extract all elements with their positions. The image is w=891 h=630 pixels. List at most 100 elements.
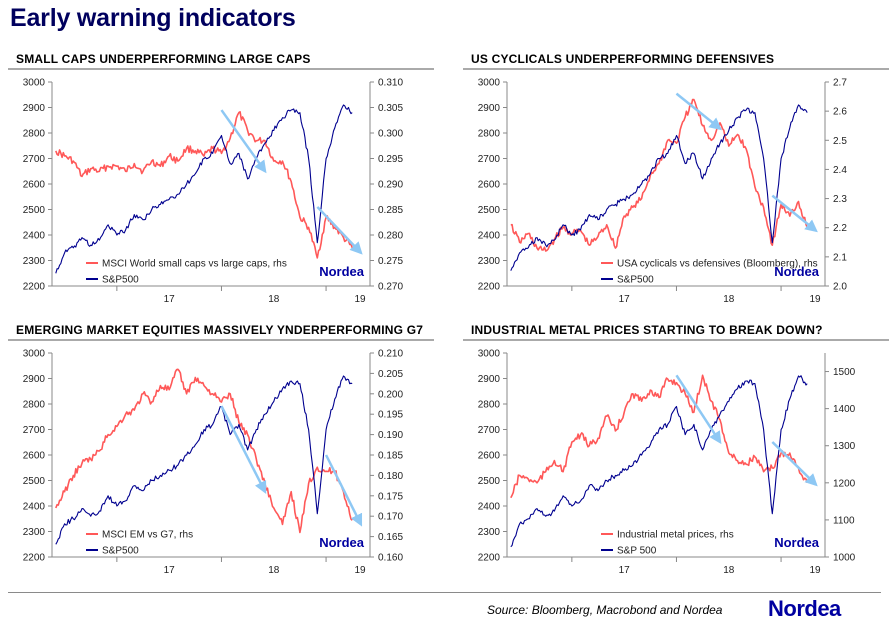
x-axis: 17 18 19	[507, 556, 825, 576]
legend: MSCI EM vs G7, rhs S&P500	[86, 530, 193, 557]
y-left-tick-label: 2900	[23, 103, 46, 114]
y-right-tick-label: 0.180	[378, 471, 403, 482]
y-left-tick-label: 2500	[478, 476, 501, 487]
legend-label: S&P 500	[617, 546, 657, 557]
y-left-tick-label: 2900	[478, 103, 501, 114]
x-tick-label: 19	[809, 565, 821, 576]
y-left-tick-label: 2800	[23, 129, 46, 140]
y-right-tick-label: 2.3	[833, 194, 847, 205]
y-left-tick-label: 2500	[23, 476, 46, 487]
legend-label: MSCI EM vs G7, rhs	[102, 530, 193, 541]
x-axis: 17 18 19	[507, 285, 825, 305]
legend: MSCI World small caps vs large caps, rhs…	[86, 259, 287, 286]
y-right-tick-label: 0.280	[378, 231, 403, 242]
trend-arrow	[316, 206, 363, 255]
chart-svg: 2200 2300 2400 2500 2600 2700 2800 2900 3000 1000…	[463, 339, 889, 576]
y-left-tick-label: 2300	[23, 527, 46, 538]
trend-arrow	[324, 454, 363, 527]
y-right-tick-label: 0.295	[378, 154, 403, 165]
y-axis-right: 0.160 0.165 0.170 0.175 0.180 0.185 0.190 0.195…	[369, 349, 403, 564]
y-left-tick-label: 2400	[478, 502, 501, 513]
y-right-tick-label: 2.2	[833, 223, 847, 234]
chart-svg: 2200230024002500260027002800290030002.02…	[463, 68, 889, 305]
x-tick-label: 17	[164, 565, 176, 576]
y-right-tick-label: 1100	[833, 515, 855, 526]
y-right-tick-label: 0.190	[378, 430, 403, 441]
y-right-tick-label: 0.160	[378, 553, 403, 564]
x-tick-label: 18	[723, 565, 735, 576]
y-left-tick-label: 3000	[23, 349, 46, 360]
y-left-tick-label: 2600	[478, 180, 501, 191]
series-line-sp500	[55, 104, 353, 274]
legend-label: USA cyclicals vs defensives (Bloomberg),…	[617, 259, 818, 270]
legend: Industrial metal prices, rhs S&P 500	[601, 530, 734, 557]
y-left-tick-label: 2800	[478, 400, 501, 411]
y-left-tick-label: 2200	[478, 553, 501, 564]
chart-title: EMERGING MARKET EQUITIES MASSIVELY YNDER…	[16, 323, 424, 337]
y-left-tick-label: 3000	[478, 349, 501, 360]
y-right-tick-label: 0.285	[378, 205, 403, 216]
y-left-tick-label: 2300	[478, 527, 501, 538]
x-tick-label: 18	[268, 565, 280, 576]
y-left-tick-label: 2700	[23, 154, 46, 165]
y-right-tick-label: 2.6	[833, 107, 847, 118]
y-left-tick-label: 2700	[478, 425, 501, 436]
x-axis: 17 18 19	[52, 556, 370, 576]
y-right-tick-label: 0.185	[378, 451, 403, 462]
y-right-tick-label: 0.275	[378, 256, 403, 267]
series-line-red	[510, 98, 808, 252]
trend-arrow	[675, 92, 722, 131]
legend-label: S&P500	[617, 275, 654, 286]
y-left-tick-label: 2900	[23, 374, 46, 385]
nordea-watermark: Nordea	[319, 264, 365, 279]
y-axis-right: 0.270 0.275 0.280 0.285 0.290 0.295 0.300 0.305…	[369, 78, 403, 293]
series-line-red	[55, 368, 353, 534]
legend: USA cyclicals vs defensives (Bloomberg),…	[601, 259, 818, 286]
y-left-tick-label: 2300	[23, 256, 46, 267]
x-tick-label: 19	[354, 565, 366, 576]
y-right-tick-label: 0.170	[378, 512, 403, 523]
y-left-tick-label: 3000	[23, 78, 46, 89]
y-left-tick-label: 2900	[478, 374, 501, 385]
series-line-sp500	[510, 104, 808, 271]
chart-svg: 2200 2300 2400 2500 2600 2700 2800 2900 3000 0.27…	[8, 68, 434, 305]
y-left-tick-label: 2200	[23, 553, 46, 564]
nordea-watermark: Nordea	[774, 535, 820, 550]
chart-title: US CYCLICALS UNDERPERFORMING DEFENSIVES	[471, 52, 775, 66]
y-left-tick-label: 2500	[478, 205, 501, 216]
x-tick-label: 17	[619, 294, 631, 305]
y-left-tick-label: 2300	[478, 256, 501, 267]
y-axis-left: 2200 2300 2400 2500 2600 2700 2800 2900 3000	[23, 349, 53, 564]
y-left-tick-label: 2200	[23, 282, 46, 293]
y-right-tick-label: 1000	[833, 553, 856, 564]
y-left-tick-label: 2600	[23, 180, 46, 191]
chart-svg: 2200 2300 2400 2500 2600 2700 2800 2900 3000 0.16…	[8, 339, 434, 576]
y-right-tick-label: 0.270	[378, 282, 403, 293]
legend-label: S&P500	[102, 546, 139, 557]
y-axis-right: 2.0 2.1 2.2 2.3 2.4 2.5 2.6 2.7	[824, 78, 847, 293]
legend-label: S&P500	[102, 275, 139, 286]
y-left-tick-label: 2500	[23, 205, 46, 216]
y-left-tick-label: 2700	[478, 154, 501, 165]
y-right-tick-label: 1300	[833, 441, 856, 452]
y-left-tick-label: 2700	[23, 425, 46, 436]
y-right-tick-label: 0.300	[378, 129, 403, 140]
x-tick-label: 17	[164, 294, 176, 305]
x-tick-label: 17	[619, 565, 631, 576]
y-right-tick-label: 0.305	[378, 103, 403, 114]
trend-arrow	[771, 194, 818, 233]
y-left-tick-label: 3000	[478, 78, 501, 89]
y-right-tick-label: 2.4	[833, 165, 847, 176]
nordea-watermark: Nordea	[774, 264, 820, 279]
y-axis-right: 1000 1100 1200 1300 1400 1500	[824, 353, 856, 564]
x-tick-label: 18	[268, 294, 280, 305]
x-axis: 17 18 19	[52, 285, 370, 305]
y-left-tick-label: 2400	[23, 231, 46, 242]
nordea-logo: Nordea	[768, 596, 841, 621]
y-right-tick-label: 1400	[833, 404, 856, 415]
chart-title: SMALL CAPS UNDERPERFORMING LARGE CAPS	[16, 52, 311, 66]
chart-panel-small-caps: SMALL CAPS UNDERPERFORMING LARGE CAPS 22…	[8, 49, 434, 319]
chart-panel-emerging-markets: EMERGING MARKET EQUITIES MASSIVELY YNDER…	[8, 320, 434, 590]
y-left-tick-label: 2800	[478, 129, 501, 140]
series-line-sp500	[55, 375, 353, 545]
